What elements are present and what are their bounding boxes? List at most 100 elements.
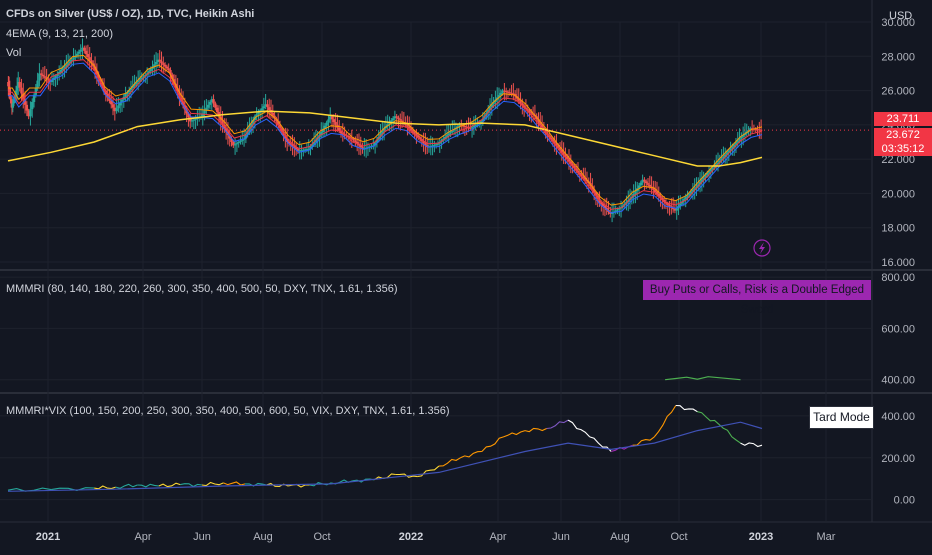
candle-body — [101, 82, 104, 87]
x-tick-label: Apr — [489, 531, 506, 543]
mmmri-vix-segment — [417, 465, 440, 478]
candle-body — [205, 107, 208, 111]
candle-body — [424, 143, 427, 146]
price-box-countdown: 03:35:12 — [874, 142, 932, 156]
candle-body — [305, 149, 309, 151]
candle-body — [77, 51, 81, 54]
candle-body — [418, 137, 422, 140]
candle-body — [276, 121, 280, 125]
candle-body — [734, 142, 738, 145]
lightning-icon — [753, 239, 771, 257]
candle-body — [84, 50, 88, 54]
candle-body — [715, 164, 718, 166]
candle-body — [294, 147, 298, 150]
candle-body — [268, 107, 271, 110]
candle-body — [196, 118, 199, 119]
candle-body — [158, 59, 161, 62]
mmmri-vix-pane-title[interactable]: MMMRI*VIX (100, 150, 200, 250, 300, 350,… — [6, 405, 450, 417]
candle-body — [65, 64, 68, 67]
candle-body — [334, 122, 337, 125]
candle-body — [250, 123, 253, 128]
candle-body — [686, 195, 689, 197]
candle-body — [15, 86, 19, 91]
volume-indicator-label[interactable]: Vol — [6, 47, 22, 59]
candle-body — [551, 139, 555, 142]
candle-body — [171, 74, 174, 80]
candle-body — [537, 119, 540, 122]
candle-body — [251, 120, 255, 124]
candle-body — [232, 142, 235, 146]
candle-body — [210, 99, 213, 102]
mmmri-vix-segment — [158, 482, 181, 488]
candle-body — [422, 141, 425, 144]
candle-body — [70, 59, 73, 62]
mmmri-vix-segment — [115, 483, 138, 489]
candle-body — [431, 145, 434, 147]
candle-body — [194, 118, 197, 120]
candle-body — [388, 122, 391, 125]
candle-body — [727, 150, 730, 153]
candle-body — [557, 145, 560, 148]
candle-body — [20, 87, 23, 94]
candle-body — [38, 73, 41, 81]
candle-body — [653, 190, 657, 192]
candle-body — [571, 163, 574, 166]
candle-body — [343, 134, 346, 136]
candle-body — [569, 161, 573, 164]
candle-body — [262, 106, 266, 109]
candle-body — [241, 139, 244, 141]
candle-body — [729, 148, 732, 151]
candle-body — [260, 108, 264, 111]
candle-body — [271, 112, 274, 116]
candle-body — [671, 207, 675, 210]
candle-body — [359, 145, 362, 148]
mmmri-vix-segment — [675, 404, 698, 413]
candle-body — [32, 94, 36, 102]
candle-body — [408, 126, 411, 129]
candle-body — [603, 206, 607, 208]
x-tick-label: Aug — [610, 531, 630, 543]
candle-body — [639, 182, 643, 186]
candle-body — [643, 179, 646, 182]
candle-body — [300, 150, 303, 151]
candle-body — [201, 113, 204, 117]
candle-body — [707, 171, 711, 173]
candle-body — [246, 131, 249, 135]
candle-body — [129, 88, 133, 90]
y-tick-label: 600.00 — [881, 323, 915, 335]
candle-body — [17, 82, 20, 87]
x-tick-label: 2023 — [749, 531, 773, 543]
candle-body — [233, 144, 237, 146]
ema21-line — [8, 62, 763, 214]
candle-body — [278, 124, 282, 129]
candle-body — [97, 74, 100, 79]
candle-body — [609, 212, 612, 214]
candle-body — [451, 130, 454, 132]
candle-body — [162, 63, 165, 65]
candle-body — [113, 107, 117, 112]
price-box-2: 23.672 — [874, 128, 932, 142]
x-tick-label: Oct — [313, 531, 330, 543]
candle-body — [119, 102, 122, 106]
candle-body — [488, 107, 492, 110]
candle-body — [610, 212, 614, 214]
ema-indicator-label[interactable]: 4EMA (9, 13, 21, 200) — [6, 28, 114, 40]
candle-body — [61, 68, 64, 70]
y-tick-label: 400.00 — [881, 375, 915, 387]
candle-body — [736, 140, 739, 143]
candle-body — [409, 128, 413, 130]
candle-body — [679, 203, 682, 206]
candle-body — [43, 76, 47, 78]
candle-body — [273, 115, 276, 119]
candle-body — [90, 60, 93, 64]
candle-body — [474, 124, 477, 126]
currency-label: USD — [889, 10, 913, 22]
mmmri-pane-title[interactable]: MMMRI (80, 140, 180, 220, 260, 300, 350,… — [6, 283, 398, 295]
symbol-title[interactable]: CFDs on Silver (US$ / OZ), 1D, TVC, Heik… — [6, 8, 255, 20]
mmmri-vix-segment — [697, 411, 720, 425]
candle-body — [341, 133, 345, 135]
candle-body — [704, 175, 707, 178]
candle-body — [582, 176, 585, 178]
